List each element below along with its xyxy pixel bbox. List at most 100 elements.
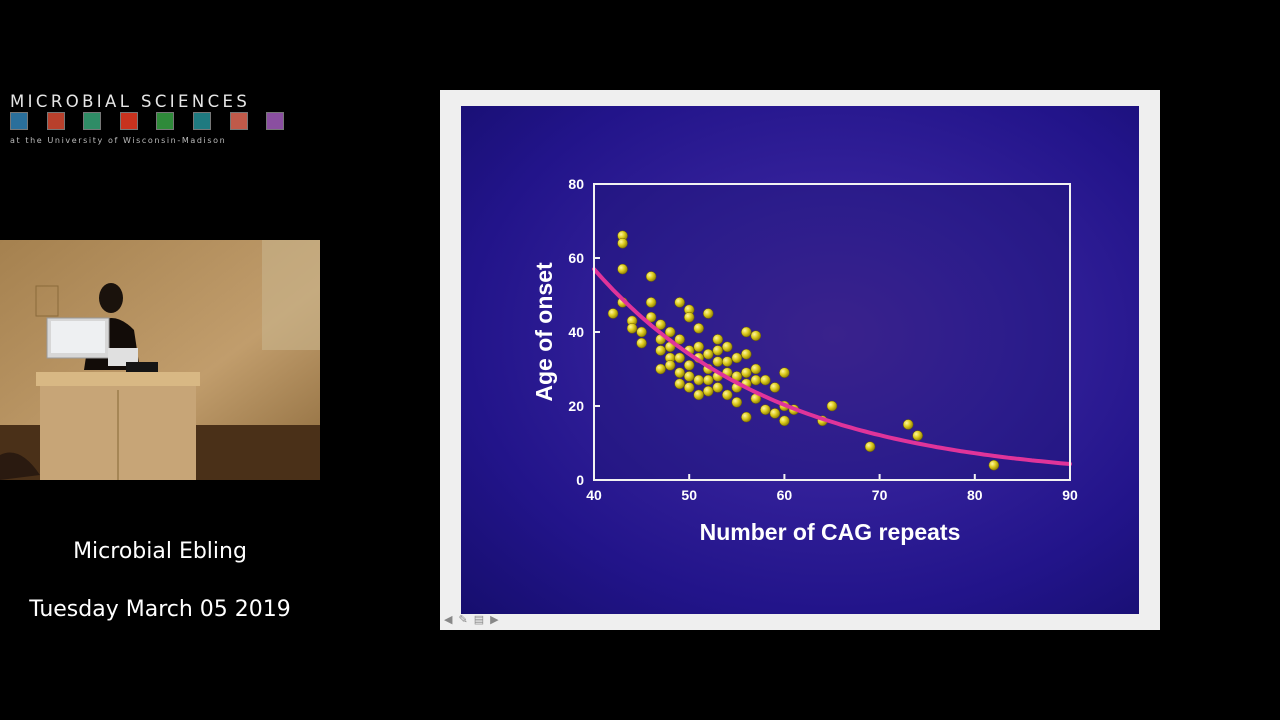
pen-icon[interactable]: ✎ xyxy=(458,614,468,626)
chair-edge xyxy=(0,452,40,480)
data-point xyxy=(722,389,733,401)
data-point xyxy=(674,297,685,308)
data-point xyxy=(902,419,914,430)
logo-tile xyxy=(229,112,248,130)
data-point xyxy=(617,237,628,249)
data-point xyxy=(664,326,676,338)
data-point xyxy=(645,271,657,282)
data-point xyxy=(712,334,724,345)
data-point xyxy=(617,263,628,275)
podium-top xyxy=(36,372,200,386)
data-point xyxy=(712,345,724,356)
slide: 40 50 60 70 80 90 0 20 40 60 80 Number of CAG repe… xyxy=(461,106,1139,614)
data-point xyxy=(702,348,714,360)
y-tick-label: 40 xyxy=(568,324,584,340)
slide-controls: ◀ ✎ ▤ ▶ xyxy=(444,614,499,626)
data-point xyxy=(826,400,838,412)
data-point xyxy=(750,330,762,341)
x-tick-label: 70 xyxy=(872,487,888,503)
data-point xyxy=(693,323,704,334)
next-icon[interactable]: ▶ xyxy=(490,614,499,626)
y-tick-label: 80 xyxy=(568,176,584,192)
whiteboard xyxy=(262,240,320,350)
monitor-screen xyxy=(51,321,105,353)
data-point xyxy=(712,382,724,393)
data-point xyxy=(693,374,704,386)
x-tick-label: 90 xyxy=(1062,487,1078,503)
data-point xyxy=(702,385,714,397)
data-point xyxy=(683,371,695,382)
speaker-video xyxy=(0,240,320,480)
x-tick-label: 60 xyxy=(777,487,793,503)
presentation-date: Tuesday March 05 2019 xyxy=(29,597,291,622)
logo-tile xyxy=(156,112,175,130)
data-point xyxy=(988,459,1000,471)
y-tick-label: 20 xyxy=(568,398,584,414)
data-point xyxy=(731,397,743,408)
logo-tile xyxy=(266,112,285,130)
data-point xyxy=(645,297,657,308)
data-point xyxy=(769,408,781,419)
data-point xyxy=(769,382,781,393)
data-point xyxy=(722,341,733,353)
data-point xyxy=(864,441,876,452)
data-point xyxy=(741,348,752,360)
data-point xyxy=(645,311,657,323)
data-point xyxy=(674,334,685,345)
logo-tile xyxy=(192,112,211,130)
data-point xyxy=(655,363,666,375)
data-point xyxy=(741,411,752,423)
y-tick-label: 0 xyxy=(576,472,584,488)
laptop xyxy=(108,348,138,366)
logo-tiles xyxy=(10,112,285,130)
data-point xyxy=(760,374,771,386)
wall-panel xyxy=(35,285,59,317)
data-point xyxy=(636,326,647,338)
data-point xyxy=(712,356,724,367)
logo-subtitle: at the University of Wisconsin-Madison xyxy=(10,136,227,145)
data-point xyxy=(702,308,714,319)
menu-icon[interactable]: ▤ xyxy=(473,614,485,626)
data-point xyxy=(750,374,762,386)
data-point xyxy=(683,311,695,323)
data-point xyxy=(731,352,743,364)
data-point xyxy=(741,326,752,338)
data-point xyxy=(655,345,666,356)
y-axis-label: Age of onset xyxy=(531,262,557,402)
data-point xyxy=(722,356,733,367)
data-point xyxy=(779,415,790,427)
logo-tile xyxy=(119,112,138,130)
data-point xyxy=(683,360,695,371)
data-point xyxy=(674,367,685,378)
data-point xyxy=(607,308,619,319)
data-point xyxy=(702,374,714,386)
data-point xyxy=(674,378,685,390)
data-point xyxy=(636,337,647,349)
data-point xyxy=(626,323,638,334)
data-point xyxy=(760,404,771,415)
plot-frame xyxy=(593,183,1071,481)
logo-title: MICROBIAL SCIENCES xyxy=(10,92,251,111)
x-tick-label: 80 xyxy=(967,487,983,503)
data-point xyxy=(674,352,685,364)
scatter-chart: 40 50 60 70 80 90 0 20 40 60 80 Number of CAG repe… xyxy=(531,176,1078,545)
speaker-video-frame xyxy=(0,240,320,480)
y-tick-label: 60 xyxy=(568,250,584,266)
data-point xyxy=(655,319,666,330)
x-tick-label: 40 xyxy=(586,487,602,503)
prev-icon[interactable]: ◀ xyxy=(444,614,453,626)
speaker-head xyxy=(99,283,123,313)
x-axis-label: Number of CAG repeats xyxy=(700,519,961,545)
data-point xyxy=(741,367,752,378)
x-tick-label: 50 xyxy=(681,487,697,503)
data-point xyxy=(779,367,790,378)
logo-tile xyxy=(10,112,28,130)
logo-tile xyxy=(83,112,102,130)
data-point xyxy=(750,363,762,375)
data-point xyxy=(693,341,704,353)
data-point xyxy=(664,360,676,371)
data-point xyxy=(912,430,923,441)
fit-curve xyxy=(592,267,1072,466)
speaker-name: Microbial Ebling xyxy=(73,539,247,564)
data-point xyxy=(693,389,704,401)
